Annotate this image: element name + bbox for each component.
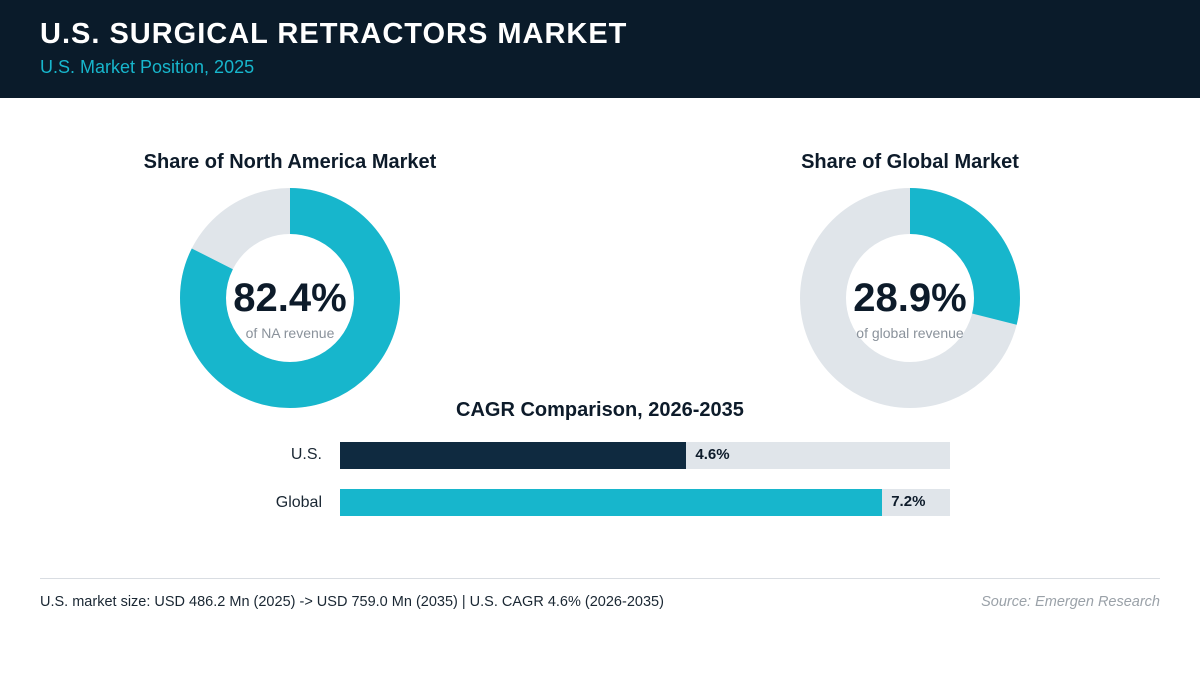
footer-divider	[40, 578, 1160, 579]
global-share-value: 28.9%	[853, 276, 967, 320]
bar-track-us: 4.6%	[340, 442, 950, 469]
na-share-value: 82.4%	[233, 276, 347, 320]
bar-global	[340, 489, 883, 516]
bar-value-us: 4.6%	[695, 446, 730, 463]
page-subtitle: U.S. Market Position, 2025	[40, 57, 255, 77]
na-donut-title: Share of North America Market	[143, 151, 437, 173]
bar-us	[340, 442, 687, 469]
global-donut-title: Share of Global Market	[801, 151, 1019, 173]
na-donut-share-slice	[180, 188, 400, 408]
na-share-donut	[180, 188, 400, 408]
bar-value-global: 7.2%	[891, 493, 926, 510]
page-title: U.S. SURGICAL RETRACTORS MARKET	[40, 18, 628, 50]
source-credit: Source: Emergen Research	[981, 594, 1160, 610]
footer-note: U.S. market size: USD 486.2 Mn (2025) ->…	[40, 594, 664, 610]
global-donut-share-slice	[800, 188, 1020, 408]
bar-track-global: 7.2%	[340, 489, 950, 516]
global-share-caption: of global revenue	[856, 325, 964, 341]
bar-label-us: U.S.	[290, 446, 322, 463]
na-share-caption: of NA revenue	[245, 325, 335, 341]
bar-label-global: Global	[275, 494, 322, 511]
cagr-chart-title: CAGR Comparison, 2026-2035	[456, 399, 744, 421]
header-bar: U.S. SURGICAL RETRACTORS MARKET U.S. Mar…	[0, 0, 1200, 98]
global-share-donut	[800, 188, 1020, 408]
